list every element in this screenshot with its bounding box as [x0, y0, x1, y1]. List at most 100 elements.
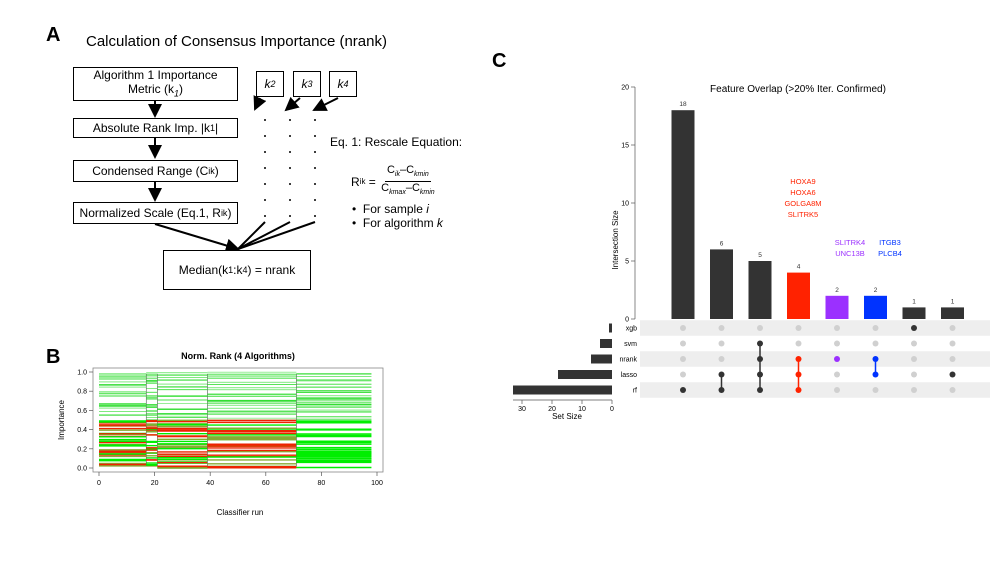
c-gene-label: GOLGA8M [784, 199, 821, 208]
c-set-size-tick-label: 20 [548, 406, 556, 413]
c-gene-label: UNC13B [835, 249, 865, 258]
algorithm1-sub: 1 [173, 88, 179, 99]
c-matrix-dot-empty [949, 387, 956, 393]
equation-label: Eq. 1: Rescale Equation: [330, 135, 463, 149]
c-set-name-label: lasso [621, 372, 637, 379]
bullet-sample-var: i [426, 202, 429, 216]
c-matrix-dot-empty [718, 356, 725, 362]
c-intersection-bar [941, 307, 964, 319]
eq-num-sub: ik [394, 171, 400, 179]
c-matrix-dot-empty [911, 371, 917, 378]
norm-sub: ik [220, 208, 228, 218]
b-ytick-label: 0.8 [77, 389, 87, 396]
c-bar-count-label: 2 [874, 287, 878, 294]
median-sub1: 1 [228, 265, 234, 275]
eq-den-minus: –C [405, 182, 420, 195]
abs-end: | [215, 121, 219, 135]
c-ytick-label: 5 [625, 259, 629, 266]
bullet-sample-text: For sample [362, 202, 427, 216]
c-ytick-label: 10 [621, 201, 629, 208]
eq-numerator: Cik–Ckmin [384, 164, 431, 183]
c-intersection-bar [825, 295, 849, 319]
c-matrix-dot-empty [911, 387, 917, 393]
c-matrix-dot-empty [949, 340, 956, 347]
panel-b-letter: B [46, 346, 61, 368]
c-gene-label: SLITRK5 [788, 210, 818, 219]
c-ytick-label: 15 [621, 143, 629, 150]
norm-label: Normalized Scale (Eq.1, R [79, 206, 221, 220]
median-end: ) = nrank [247, 263, 296, 277]
c-intersection-bar [748, 261, 772, 319]
b-xtick-label: 100 [371, 480, 383, 487]
c-gene-label: SLITRK4 [835, 238, 865, 247]
c-matrix-dot-empty [680, 371, 686, 378]
c-matrix-dot-filled [911, 325, 917, 331]
eq-num-sub2: kmin [414, 171, 429, 179]
abs-label: Absolute Rank Imp. |k [92, 121, 211, 135]
c-matrix-dot-filled [949, 371, 956, 378]
cond-sub: ik [208, 166, 215, 176]
c-set-size-tick-label: 10 [578, 406, 586, 413]
b-plot-frame [92, 367, 384, 473]
c-set-size-bar [600, 339, 612, 348]
c-intersection-bar [710, 249, 733, 319]
c-matrix-dot-empty [949, 325, 956, 331]
c-matrix-dot-empty [680, 325, 686, 331]
algorithm1-line1: Algorithm 1 Importance [93, 67, 218, 82]
c-matrix-dot-filled [795, 387, 802, 393]
c-bar-count-label: 2 [835, 287, 839, 294]
b-xtick-label: 0 [97, 480, 101, 487]
c-set-name-label: nrank [619, 357, 637, 364]
absolute-rank-box: Absolute Rank Imp. |k 1 | [73, 118, 238, 138]
c-ylabel: Intersection Size [611, 210, 620, 270]
k2-label: k [264, 77, 271, 91]
eq-lhs-sub: ik [359, 177, 366, 187]
c-matrix-dot-empty [718, 325, 725, 331]
c-matrix-dot-filled [757, 387, 763, 393]
bullet-algorithm-var: k [436, 216, 443, 230]
c-ytick-label: 0 [625, 317, 629, 324]
b-data-layer [99, 371, 372, 469]
c-matrix-dot-empty [680, 340, 686, 347]
eq-num-c: C [386, 164, 395, 176]
panel-a-letter: A [46, 24, 61, 46]
c-gene-label: ITGB3 [879, 238, 901, 247]
c-matrix-dot-empty [834, 387, 840, 393]
c-setsize-label: Set Size [552, 412, 582, 421]
k2-sub: 2 [270, 79, 276, 89]
bullet-algorithm-text: For algorithm [362, 216, 437, 230]
c-bar-count-label: 5 [758, 252, 762, 259]
median-label: Median(k [178, 263, 229, 277]
b-xtick-label: 80 [318, 480, 326, 487]
c-matrix-dot-filled [757, 371, 763, 378]
c-gene-label: HOXA6 [790, 188, 815, 197]
b-ytick-label: 0.0 [77, 466, 87, 473]
c-bar-count-label: 1 [912, 298, 916, 305]
b-title: Norm. Rank (4 Algorithms) [181, 351, 295, 361]
c-matrix-dot-filled [757, 340, 763, 347]
cond-end: ) [214, 164, 219, 178]
c-matrix-dot-empty [872, 387, 879, 393]
c-matrix-dot-filled [718, 371, 725, 378]
c-matrix-dot-empty [949, 356, 956, 362]
abs-sub: 1 [210, 123, 216, 133]
b-ytick-label: 0.4 [77, 427, 87, 434]
k4-sub: 4 [343, 79, 349, 89]
eq-lhs: R [351, 174, 360, 189]
panel-a-title: Calculation of Consensus Importance (nra… [86, 33, 387, 50]
c-matrix-dot-filled [757, 356, 763, 362]
c-set-size-tick-label: 30 [518, 406, 526, 413]
c-matrix-row-shade [640, 351, 990, 367]
median-sub2: 4 [242, 265, 248, 275]
c-matrix-dot-filled [718, 387, 725, 393]
c-matrix-dot-empty [680, 356, 686, 362]
algorithm1-line2: Metric (k [127, 81, 174, 96]
b-ytick-label: 0.6 [77, 408, 87, 415]
c-bar-count-label: 6 [720, 240, 724, 247]
c-matrix-dot-filled [680, 387, 686, 393]
median-box: Median(k 1:k 4) = nrank [163, 250, 311, 290]
b-ylabel: Importance [57, 399, 66, 440]
